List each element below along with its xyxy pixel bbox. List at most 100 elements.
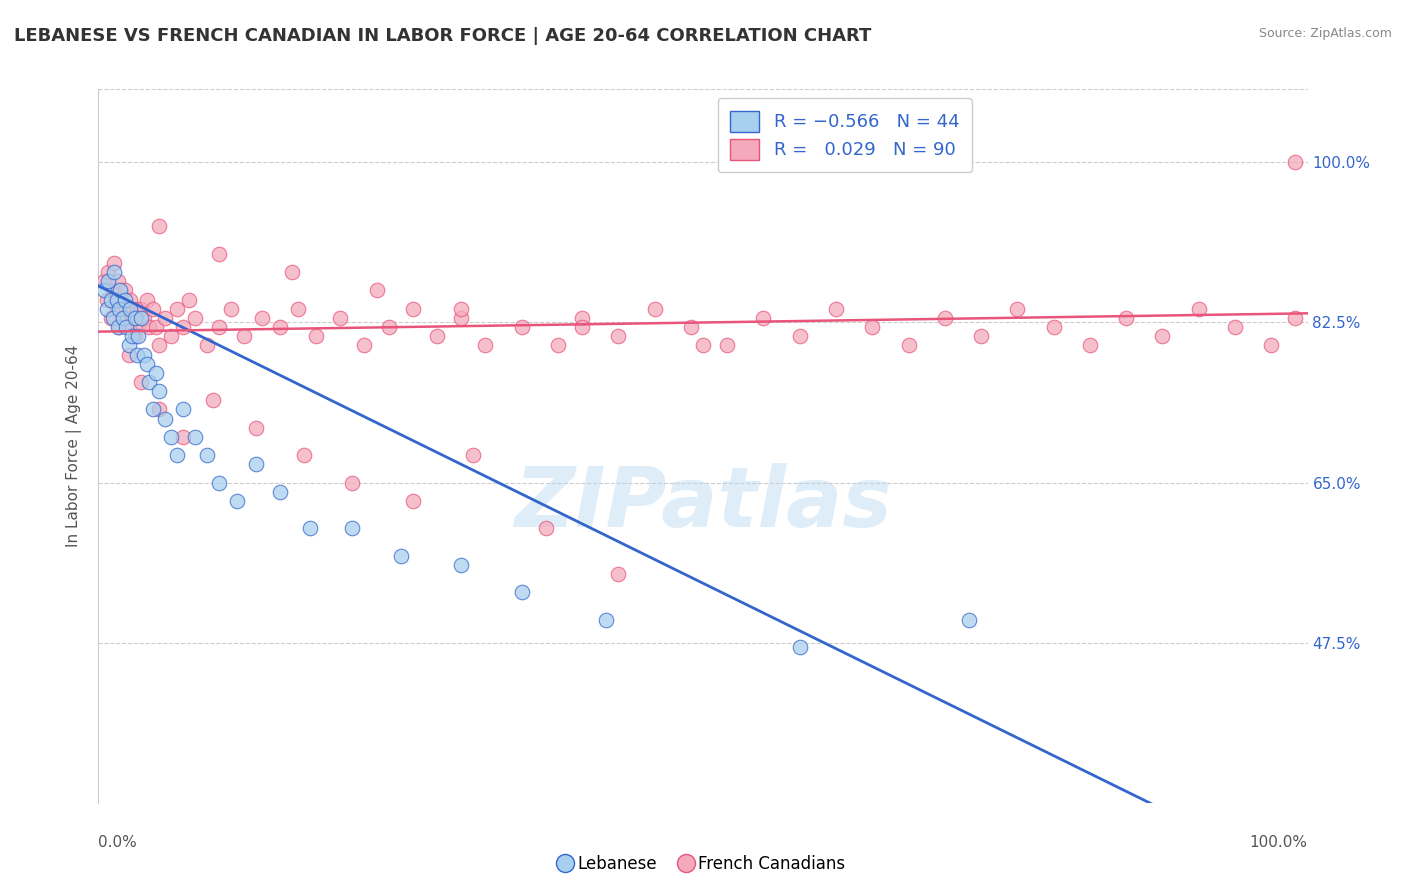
Point [250,310,273,325]
Point [179,293,201,307]
Point [160,430,183,444]
Point [208,475,231,490]
Point [269,484,291,499]
Point [463,448,485,462]
Point [118,347,141,361]
Point [534,521,557,535]
Point [547,338,569,352]
Point [153,310,176,325]
Point [221,301,243,316]
Point [114,293,136,307]
Point [571,320,593,334]
Point [934,310,956,325]
Point [129,301,152,316]
Point [121,310,143,325]
Point [127,301,149,316]
Point [1188,301,1211,316]
Point [287,301,309,316]
Point [226,494,249,508]
Point [101,310,124,325]
Point [172,430,194,444]
Point [142,402,165,417]
Point [166,448,188,462]
Point [281,265,304,279]
Point [93,274,115,288]
Point [107,320,129,334]
Point [97,274,120,288]
Point [108,320,131,334]
Point [127,320,149,334]
Point [752,310,775,325]
Point [897,338,920,352]
Point [145,366,167,380]
Point [118,293,141,307]
Point [184,430,207,444]
Point [510,585,533,599]
Point [208,320,231,334]
Point [299,521,322,535]
Point [1078,338,1101,352]
Point [377,320,399,334]
Point [108,293,131,307]
Point [450,310,472,325]
Point [1042,320,1064,334]
Point [134,310,156,325]
Point [100,293,122,307]
Point [474,338,496,352]
Point [103,265,125,279]
Point [105,301,128,316]
Point [607,567,630,582]
Legend: Lebanese, French Canadians: Lebanese, French Canadians [554,848,852,880]
Y-axis label: In Labor Force | Age 20-64: In Labor Force | Age 20-64 [66,345,83,547]
Point [571,310,593,325]
Point [172,402,194,417]
Point [118,320,141,334]
Point [97,265,120,279]
Point [329,310,352,325]
Point [93,284,115,298]
Point [269,320,291,334]
Point [127,329,149,343]
Text: LEBANESE VS FRENCH CANADIAN IN LABOR FORCE | AGE 20-64 CORRELATION CHART: LEBANESE VS FRENCH CANADIAN IN LABOR FOR… [14,27,872,45]
Point [105,293,128,307]
Point [342,475,364,490]
Point [118,338,141,352]
Point [195,338,218,352]
Point [426,329,449,343]
Point [135,357,157,371]
Point [789,640,811,655]
Point [121,329,143,343]
Point [595,613,617,627]
Point [115,301,138,316]
Point [1284,155,1306,169]
Point [111,310,134,325]
Point [957,613,980,627]
Point [1260,338,1282,352]
Text: ZIPatlas: ZIPatlas [515,463,891,543]
Point [825,301,848,316]
Point [208,247,231,261]
Point [860,320,883,334]
Point [402,494,425,508]
Point [402,301,425,316]
Point [118,301,141,316]
Point [138,375,160,389]
Point [134,347,156,361]
Point [127,347,149,361]
Point [108,284,131,298]
Point [1152,329,1174,343]
Point [366,284,388,298]
Point [607,329,630,343]
Point [129,375,152,389]
Point [108,301,131,316]
Point [107,274,129,288]
Point [1284,310,1306,325]
Point [135,293,157,307]
Point [103,256,125,270]
Point [96,293,118,307]
Point [202,393,225,408]
Point [450,301,472,316]
Point [510,320,533,334]
Point [353,338,375,352]
Point [1007,301,1029,316]
